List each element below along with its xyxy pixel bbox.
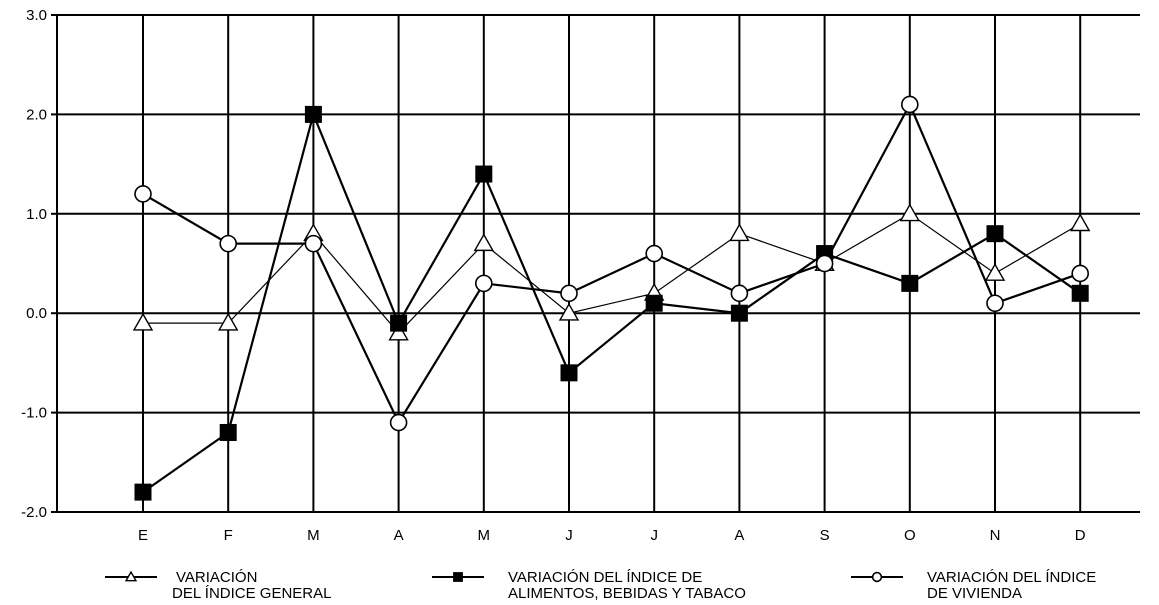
- x-tick-label: O: [904, 527, 916, 544]
- data-point-triangle: [899, 203, 921, 222]
- legend-label: DEL ÍNDICE GENERAL: [172, 585, 332, 602]
- legend-label: VARIACIÓN DEL ÍNDICE DE: [508, 569, 702, 586]
- x-tick-label: E: [138, 527, 148, 544]
- data-point-circle: [730, 284, 749, 303]
- data-point-circle: [560, 284, 578, 303]
- y-tick-label: 3.0: [26, 7, 47, 24]
- data-point-circle: [1071, 264, 1089, 283]
- y-tick-label: 2.0: [26, 106, 47, 123]
- y-tick-label: -2.0: [21, 504, 47, 521]
- data-point-triangle: [984, 263, 1006, 281]
- data-point-square: [560, 364, 578, 382]
- data-point-square: [219, 423, 237, 441]
- y-tick-label: -1.0: [21, 405, 47, 422]
- x-tick-label: D: [1075, 527, 1086, 544]
- legend-label: VARIACIÓN DEL ÍNDICE: [927, 569, 1096, 586]
- data-point-square: [1071, 284, 1089, 302]
- data-point-triangle: [217, 312, 239, 331]
- data-point-circle: [986, 294, 1004, 313]
- data-point-circle: [900, 95, 919, 114]
- axes: 3.0 2.0 1.0 0.0 -1.0 -2.0 E F M A M J J A S O N D: [21, 7, 1086, 544]
- grid: [57, 14, 1140, 513]
- data-point-square: [986, 225, 1004, 243]
- data-point-circle: [304, 234, 323, 253]
- data-point-square: [134, 483, 152, 501]
- legend-label: VARIACIÓN: [176, 569, 257, 586]
- data-point-triangle: [1069, 213, 1091, 232]
- y-tick-label: 0.0: [26, 305, 47, 322]
- data-point-triangle: [558, 302, 580, 321]
- data-point-circle: [134, 185, 152, 203]
- x-tick-label: A: [734, 527, 744, 544]
- legend-label: DE VIVIENDA: [927, 585, 1022, 602]
- data-point-square: [390, 314, 408, 332]
- data-point-circle: [219, 234, 237, 253]
- data-point-triangle: [124, 570, 138, 582]
- data-point-triangle: [132, 312, 154, 331]
- data-point-circle: [645, 244, 664, 263]
- data-point-triangle: [473, 233, 495, 252]
- x-tick-label: M: [307, 527, 320, 544]
- legend-label: ALIMENTOS, BEBIDAS Y TABACO: [508, 585, 746, 602]
- data-point-square: [901, 274, 919, 292]
- data-point-square: [645, 294, 663, 312]
- data-point-circle: [474, 274, 493, 293]
- data-point-triangle: [388, 322, 409, 341]
- data-point-square: [453, 572, 463, 582]
- series-line: [142, 101, 1081, 425]
- series-line: [142, 110, 1081, 494]
- data-point-circle: [389, 413, 408, 432]
- data-point-square: [730, 304, 748, 322]
- x-tick-label: F: [224, 527, 233, 544]
- data-point-circle: [815, 254, 834, 273]
- x-tick-label: J: [565, 527, 573, 544]
- series: [132, 95, 1091, 501]
- x-tick-label: N: [990, 527, 1001, 544]
- data-point-circle: [871, 571, 883, 583]
- data-point-triangle: [729, 223, 750, 242]
- x-tick-label: A: [394, 527, 404, 544]
- series-line: [143, 213, 1081, 334]
- data-point-square: [304, 105, 322, 123]
- x-tick-label: M: [478, 527, 491, 544]
- y-tick-label: 1.0: [26, 206, 47, 223]
- x-tick-label: J: [650, 527, 658, 544]
- x-tick-label: S: [820, 527, 830, 544]
- data-point-square: [475, 165, 493, 183]
